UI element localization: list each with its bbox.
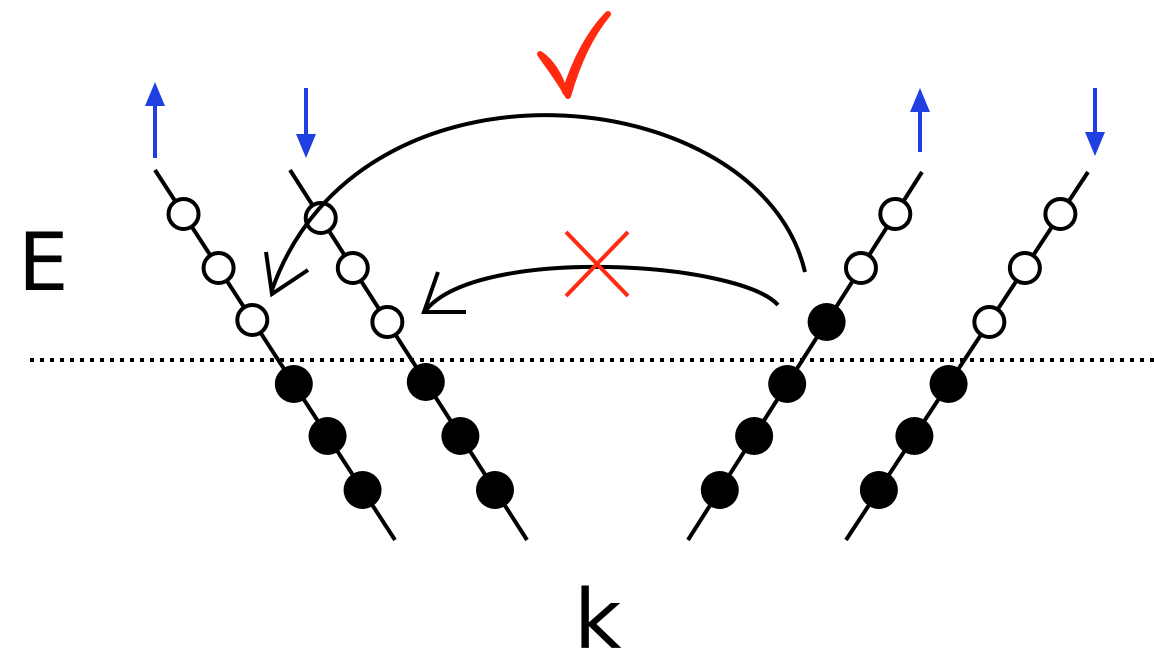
occupied-state-band3-4 xyxy=(700,471,739,509)
empty-state-band1-2 xyxy=(201,251,236,285)
spin-arrow-2 xyxy=(296,88,316,158)
empty-state-band2-2 xyxy=(335,251,370,285)
spin-arrow-3 xyxy=(910,88,930,152)
forbidden-transition-arrowhead xyxy=(421,271,466,314)
empty-state-band2-1 xyxy=(303,201,338,235)
occupied-state-band1-3 xyxy=(343,471,382,509)
empty-state-band3-2 xyxy=(843,251,878,285)
occupied-state-band3-1 xyxy=(807,303,846,341)
energy-axis-label: E xyxy=(18,216,69,309)
occupied-state-band2-1 xyxy=(406,363,445,401)
occupied-state-band2-3 xyxy=(475,471,514,509)
occupied-state-band2-2 xyxy=(441,417,480,455)
occupied-state-band4-3 xyxy=(859,471,898,509)
momentum-axis-label: k xyxy=(574,573,622,652)
empty-state-band3-1 xyxy=(878,197,913,231)
empty-state-band2-3 xyxy=(370,305,405,339)
occupied-state-band3-2 xyxy=(768,365,807,403)
allowed-check-mark xyxy=(537,11,611,99)
empty-state-band1-1 xyxy=(166,197,201,231)
spin-arrow-1 xyxy=(145,82,165,158)
electron-states xyxy=(166,197,1078,509)
forbidden-cross-mark xyxy=(564,230,630,298)
occupied-state-band3-3 xyxy=(735,417,774,455)
spin-arrow-4 xyxy=(1085,88,1105,156)
occupied-state-band4-2 xyxy=(895,417,934,455)
allowed-transition-arrowhead xyxy=(264,251,310,298)
allowed-transition-arc xyxy=(270,113,807,291)
occupied-state-band4-1 xyxy=(929,365,968,403)
empty-state-band4-3 xyxy=(972,305,1007,339)
empty-state-band4-2 xyxy=(1007,251,1042,285)
empty-state-band4-1 xyxy=(1043,197,1078,231)
occupied-state-band1-2 xyxy=(308,417,347,455)
empty-state-band1-3 xyxy=(235,303,270,337)
forbidden-transition-arc xyxy=(424,264,780,312)
occupied-state-band1-1 xyxy=(274,365,313,403)
